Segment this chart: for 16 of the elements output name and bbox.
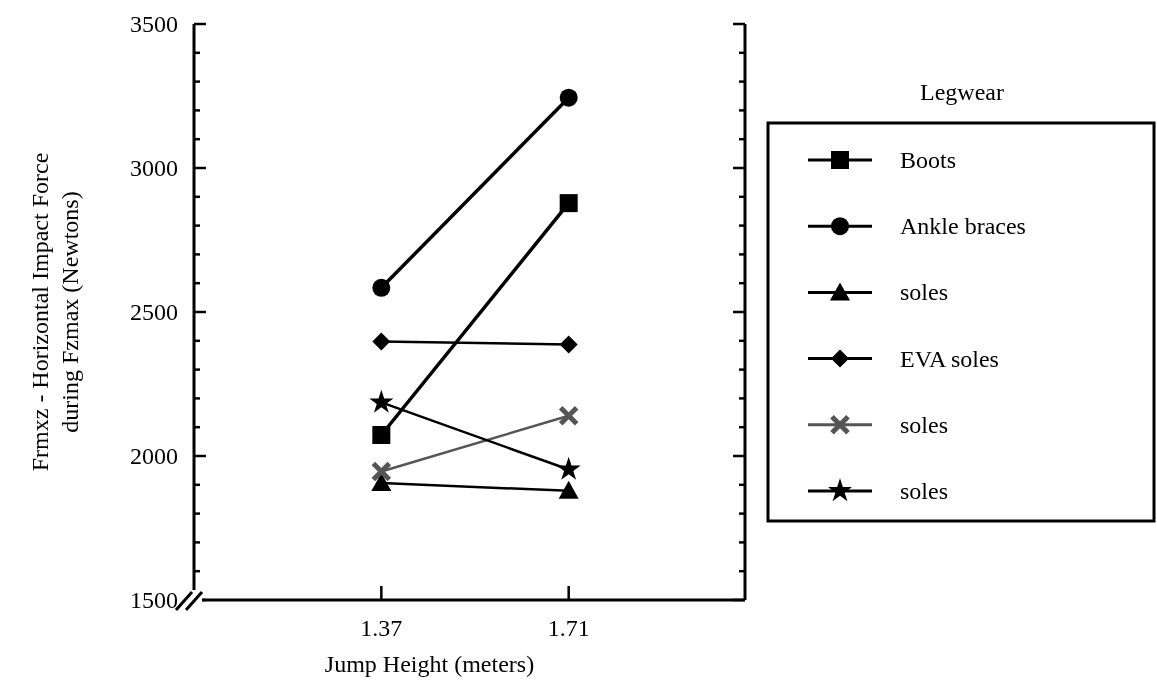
- y-axis-title: Frmxz - Horizontal Impact Force during Fzmax (Newtons): [27, 152, 83, 472]
- legend-label: soles: [900, 478, 948, 504]
- x-tick-label: 1.71: [547, 615, 590, 641]
- y-tick-label: 3500: [130, 11, 178, 37]
- legend-title: Legwear: [920, 79, 1004, 105]
- legend-label: soles: [900, 279, 948, 306]
- legend-label: soles: [900, 411, 948, 438]
- legend-label: Ankle braces: [900, 213, 1026, 240]
- x-axis-title: Jump Height (meters): [324, 651, 535, 677]
- x-tick-label: 1.37: [360, 615, 403, 641]
- y-tick-label: 2000: [130, 443, 178, 469]
- y-tick-label: 1500: [130, 587, 178, 613]
- legend-label: Boots: [900, 147, 957, 173]
- y-tick-label: 3000: [130, 155, 178, 181]
- y-tick-label: 2500: [130, 299, 178, 325]
- legend-label: EVA soles: [900, 345, 999, 372]
